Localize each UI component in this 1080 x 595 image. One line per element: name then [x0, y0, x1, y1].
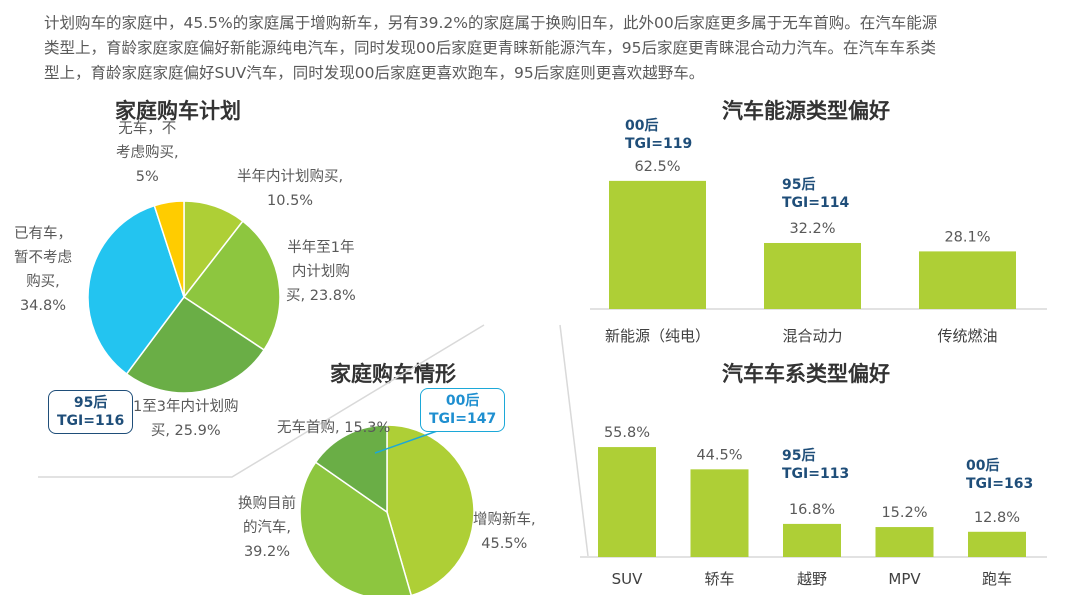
pie1-title: 家庭购车计划	[115, 99, 241, 123]
data-label: 28.1%	[944, 229, 990, 245]
pie1-slice-label: 已有车， 暂不考虑 购买, 34.8%	[14, 226, 72, 314]
connector-line	[559, 324, 589, 557]
pie2	[299, 424, 475, 595]
tick-label: 越野	[797, 570, 827, 588]
tick-label: 轿车	[704, 570, 734, 588]
pie2-title: 家庭购车情形	[330, 362, 456, 386]
data-label: 62.5%	[634, 159, 680, 175]
pie2-slice-label: 无车首购, 15.3%	[277, 420, 391, 436]
annotation-pointer	[374, 429, 441, 454]
tick-label: 新能源（纯电）	[605, 327, 710, 345]
pie2-tgi-callout: 00后 TGI=147	[420, 388, 506, 432]
data-label: 44.5%	[696, 447, 742, 463]
tick-label: 传统燃油	[937, 327, 997, 345]
pie1-slice-label: 1至3年内计划购 买, 25.9%	[133, 399, 239, 439]
data-label: 32.2%	[789, 221, 835, 237]
bar2-title: 汽车车系类型偏好	[722, 362, 890, 386]
tick-label: 跑车	[982, 570, 1012, 588]
intro-line: 型上，育龄家庭家庭偏好SUV汽车，同时发现00后家庭更喜欢跑车，95后家庭则更喜…	[44, 64, 705, 82]
bar	[875, 527, 934, 557]
bar	[609, 180, 706, 309]
pie1	[87, 200, 281, 394]
bar	[783, 523, 841, 557]
bar	[919, 251, 1016, 309]
connector-line	[38, 324, 485, 478]
bar2-tgi-annotation: 00后 TGI=163	[966, 458, 1034, 492]
pie2-slice-label: 换购目前 的汽车, 39.2%	[238, 496, 296, 560]
bar1-tgi-annotation: 00后 TGI=119	[625, 118, 693, 152]
data-label: 15.2%	[881, 505, 927, 521]
data-label: 12.8%	[974, 510, 1020, 526]
pie1-slice	[87, 204, 185, 376]
pie2-slice	[386, 424, 475, 595]
bar	[764, 242, 861, 309]
tick-label: SUV	[612, 570, 644, 588]
bar	[598, 447, 656, 557]
bar2: 55.8% SUV 44.5% 轿车 16.8% 越野 15.2% MPV 12.8% 跑车	[580, 425, 1047, 588]
intro-paragraph: 计划购车的家庭中，45.5%的家庭属于增购新车，另有39.2%的家庭属于换购旧车…	[44, 11, 1044, 86]
intro-line: 计划购车的家庭中，45.5%的家庭属于增购新车，另有39.2%的家庭属于换购旧车…	[44, 14, 938, 32]
pie1-slice-label: 无车，不 考虑购买, 5%	[116, 121, 179, 185]
pie1-slice	[182, 220, 281, 351]
intro-line: 类型上，育龄家庭家庭偏好新能源纯电汽车，同时发现00后家庭更青睐新能源汽车，95…	[44, 39, 936, 57]
bar1-title: 汽车能源类型偏好	[722, 99, 890, 123]
bar1-tgi-annotation: 95后 TGI=114	[782, 177, 850, 211]
pie2-slice	[299, 461, 412, 595]
pie2-slice-label: 增购新车, 45.5%	[473, 512, 536, 552]
bar2-tgi-annotation: 95后 TGI=113	[782, 448, 850, 482]
pie1-slice-label: 半年至1年 内计划购 买, 23.8%	[286, 240, 356, 304]
pie1-slice	[125, 295, 266, 394]
pie2-slice	[314, 424, 388, 514]
data-label: 16.8%	[789, 502, 835, 518]
tick-label: 混合动力	[782, 327, 842, 345]
bar1: 62.5% 新能源（纯电） 32.2% 混合动力 28.1% 传统燃油	[590, 159, 1047, 345]
pie1-tgi-callout: 95后 TGI=116	[48, 390, 134, 434]
bar	[690, 469, 749, 557]
pie1-slice-label: 半年内计划购买, 10.5%	[237, 169, 344, 209]
data-label: 55.8%	[604, 425, 650, 441]
tick-label: MPV	[888, 570, 921, 588]
bar	[968, 531, 1026, 557]
pie1-slice	[153, 200, 185, 298]
